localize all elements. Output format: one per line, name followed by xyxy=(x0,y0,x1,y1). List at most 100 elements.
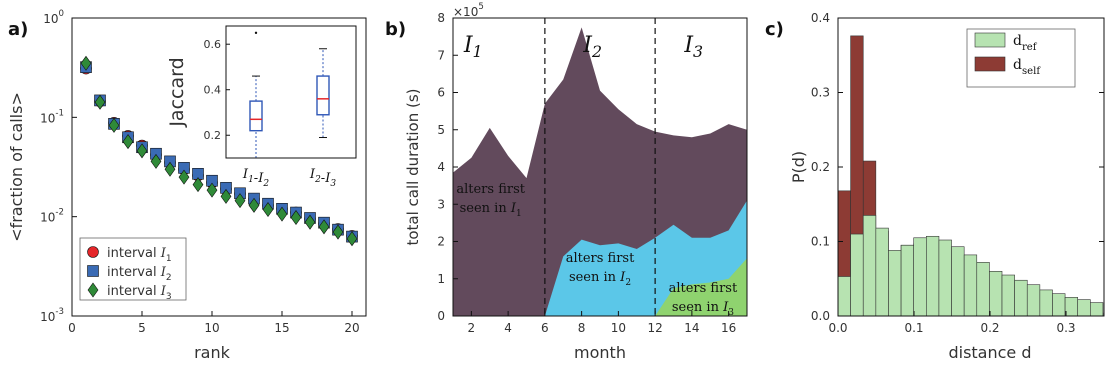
x-tick-label-b: 14 xyxy=(684,321,699,335)
series-label-b: seen in I1 xyxy=(460,201,522,219)
legend-label-c: dref xyxy=(1013,33,1038,53)
hist-bar-d-ref xyxy=(1090,302,1104,317)
hist-bar-d-ref xyxy=(1039,289,1053,317)
x-tick-label-c: 0.3 xyxy=(1056,321,1075,335)
inset-y-tick-label: 0.2 xyxy=(204,129,222,142)
data-point-a xyxy=(164,161,176,177)
y-tick-label-a: 10-2 xyxy=(40,208,64,225)
hist-bar-d-ref xyxy=(875,227,889,317)
inset-x-tick-label: I1-I2 xyxy=(242,167,269,189)
interval-label: I2 xyxy=(582,33,602,61)
x-tick-label-b: 4 xyxy=(504,321,512,335)
data-point-a xyxy=(346,231,358,247)
data-point-a xyxy=(234,193,246,209)
series-label-b: seen in I3 xyxy=(672,300,734,318)
data-point-a xyxy=(262,202,274,218)
y-tick-label-b: 1 xyxy=(437,272,445,286)
x-tick-label-c: 0.0 xyxy=(828,321,847,335)
area-series-b xyxy=(655,258,747,316)
hist-bar-d-ref xyxy=(963,254,978,317)
hist-bar-d-ref xyxy=(1014,279,1028,317)
hist-bar-d-ref xyxy=(989,270,1003,317)
y-tick-label-c: 0.1 xyxy=(811,235,830,249)
x-tick-label-a: 5 xyxy=(138,321,146,335)
x-axis-label-a: rank xyxy=(194,343,231,362)
x-axis-label-c: distance d xyxy=(948,343,1031,362)
x-tick-label-b: 8 xyxy=(578,321,586,335)
y-tick-label-c: 0.0 xyxy=(811,309,830,323)
x-tick-label-a: 20 xyxy=(344,321,359,335)
data-point-a xyxy=(290,210,302,226)
y-tick-label-b: 7 xyxy=(437,48,445,62)
inset-y-tick-label: 0.4 xyxy=(204,84,222,97)
data-point-a xyxy=(136,143,148,159)
data-point-a xyxy=(220,188,232,204)
data-point-a xyxy=(150,153,162,169)
x-tick-label-c: 0.1 xyxy=(904,321,923,335)
inset-outlier xyxy=(254,31,258,35)
hist-bar-d-ref xyxy=(976,262,990,317)
x-tick-label-b: 2 xyxy=(468,321,476,335)
x-tick-label-c: 0.2 xyxy=(980,321,999,335)
legend-marker-a xyxy=(87,265,99,277)
x-axis-label-b: month xyxy=(574,343,626,362)
y-tick-label-b: 4 xyxy=(437,160,445,174)
hist-bar-d-ref xyxy=(1001,274,1015,317)
series-label-b: alters first xyxy=(456,182,525,197)
legend-label-a: interval I2 xyxy=(107,265,172,283)
legend-label-a: interval I3 xyxy=(107,284,172,302)
y-axis-label-a: <fraction of calls> xyxy=(7,92,26,242)
legend-swatch-c xyxy=(974,32,1006,48)
hist-bar-d-ref xyxy=(837,276,851,317)
y-tick-label-c: 0.4 xyxy=(811,11,830,25)
data-point-a xyxy=(80,55,92,71)
data-point-a xyxy=(192,177,204,193)
x-tick-label-a: 0 xyxy=(68,321,76,335)
y-scale-label-b: ×105 xyxy=(453,2,484,19)
y-tick-label-c: 0.2 xyxy=(811,160,830,174)
inset-frame xyxy=(225,25,357,159)
panel-c: c) 0.0 0.1 0.2 0.3 0.0 0.1 0.2 0.3 0.4 distance d… xyxy=(765,11,1105,362)
panel-label-c: c) xyxy=(765,19,784,40)
panel-label-a: a) xyxy=(8,19,28,40)
y-tick-label-b: 6 xyxy=(437,86,445,100)
inset-box xyxy=(316,75,330,116)
hist-bar-d-ref xyxy=(900,244,914,317)
panel-label-b: b) xyxy=(385,19,406,40)
inset-y-axis-label: Jaccard xyxy=(166,57,188,127)
legend-marker-a xyxy=(87,282,99,298)
legend-label-c: dself xyxy=(1013,57,1041,77)
interval-label: I3 xyxy=(683,33,703,61)
x-tick-label-b: 16 xyxy=(721,321,736,335)
hist-bar-d-ref xyxy=(1026,284,1041,317)
y-tick-label-b: 8 xyxy=(437,11,445,25)
x-tick-label-b: 6 xyxy=(541,321,549,335)
data-point-a xyxy=(178,169,190,185)
inset-x-tick-label: I2-I3 xyxy=(309,167,336,189)
hist-bar-d-ref xyxy=(913,237,927,317)
y-tick-label-b: 3 xyxy=(437,197,445,211)
y-tick-label-b: 2 xyxy=(437,235,445,249)
legend-swatch-c xyxy=(974,56,1006,72)
data-point-a xyxy=(206,182,218,198)
x-tick-label-a: 15 xyxy=(274,321,289,335)
hist-bar-d-ref xyxy=(1052,293,1066,317)
hist-bar-d-ref xyxy=(1064,297,1079,317)
y-tick-label-b: 5 xyxy=(437,123,445,137)
y-tick-label-b: 0 xyxy=(437,309,445,323)
series-label-b: alters first xyxy=(669,281,738,296)
y-axis-label-b: total call duration (s) xyxy=(404,88,422,245)
panel-a: a) 0 5 10 15 20 10-3 10-2 10-1 100 rank <fraction … xyxy=(7,9,367,362)
hist-bar-d-ref xyxy=(1077,299,1091,317)
hist-bar-d-ref xyxy=(862,215,877,317)
x-tick-label-b: 12 xyxy=(647,321,662,335)
series-label-b: alters first xyxy=(566,251,635,266)
y-tick-label-c: 0.3 xyxy=(811,86,830,100)
hist-bar-d-ref xyxy=(888,250,902,317)
hist-bar-d-ref xyxy=(926,235,940,317)
y-tick-label-a: 100 xyxy=(43,9,64,26)
legend-marker-a xyxy=(87,246,99,258)
plot-frame-a xyxy=(71,17,367,317)
hist-bar-d-ref xyxy=(850,233,864,317)
